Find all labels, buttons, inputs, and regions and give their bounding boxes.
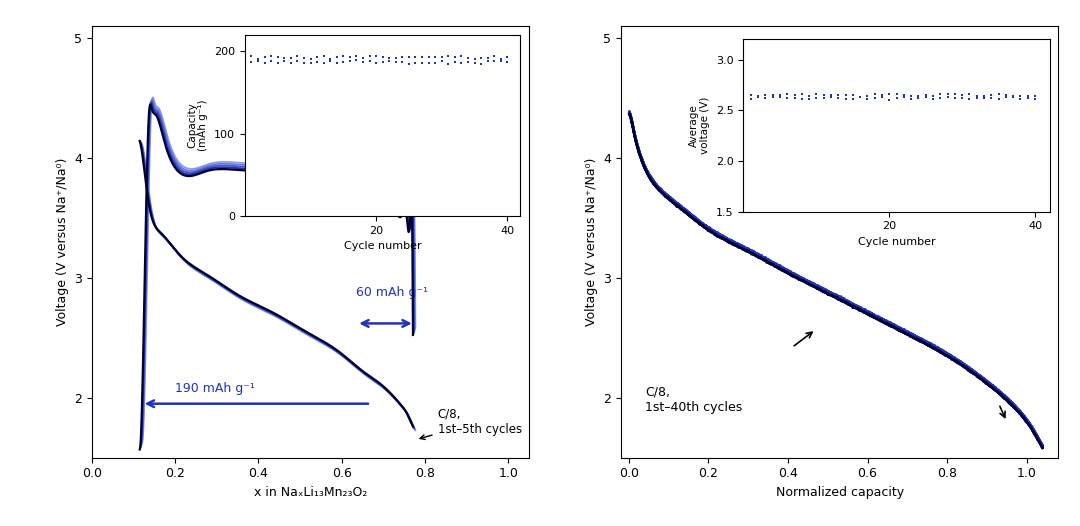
X-axis label: Normalized capacity: Normalized capacity — [775, 486, 904, 499]
Text: C/8,
1st–40th cycles: C/8, 1st–40th cycles — [645, 386, 742, 414]
X-axis label: x in NaₓLi₁₃Mn₂₃O₂: x in NaₓLi₁₃Mn₂₃O₂ — [254, 486, 367, 499]
Text: C/8,
1st–5th cycles: C/8, 1st–5th cycles — [420, 408, 522, 439]
Y-axis label: Voltage (V versus Na⁺/Na⁰): Voltage (V versus Na⁺/Na⁰) — [584, 158, 597, 326]
Text: 190 mAh g⁻¹: 190 mAh g⁻¹ — [175, 382, 255, 396]
Y-axis label: Voltage (V versus Na⁺/Na⁰): Voltage (V versus Na⁺/Na⁰) — [55, 158, 68, 326]
Text: 60 mAh g⁻¹: 60 mAh g⁻¹ — [356, 287, 429, 299]
